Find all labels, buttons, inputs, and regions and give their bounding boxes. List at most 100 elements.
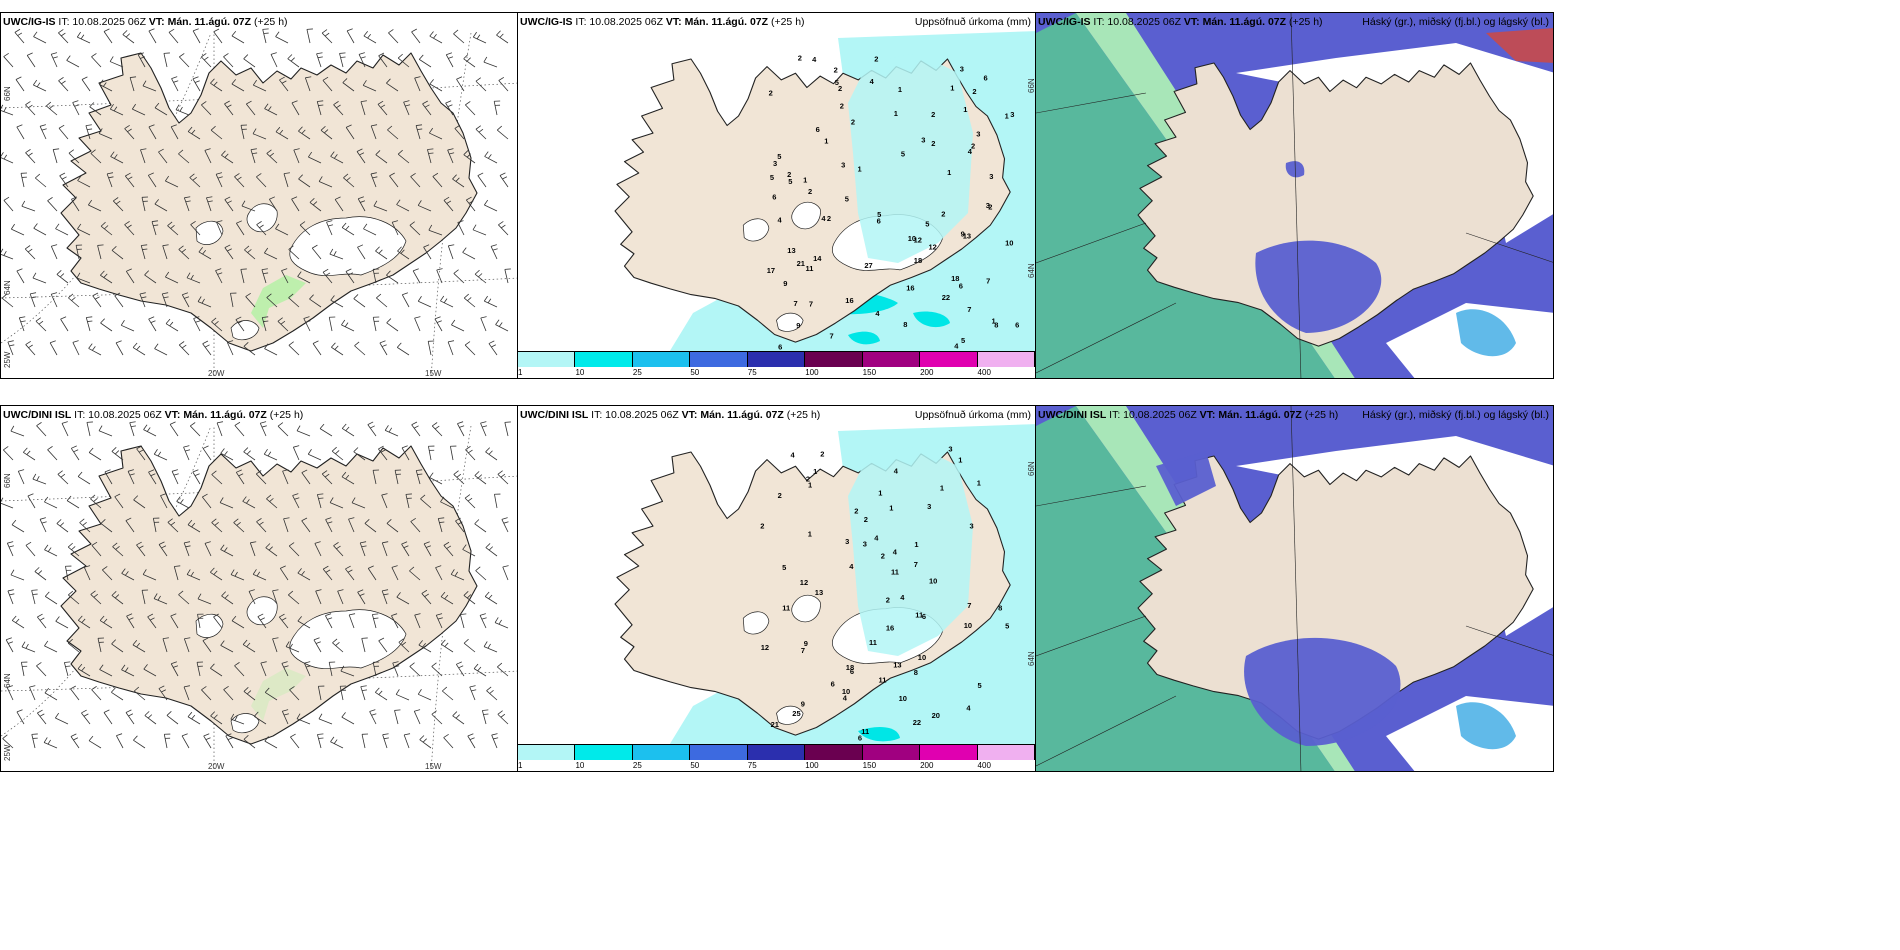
precip-value-label: 10 [899,694,907,703]
precip-value-label: 5 [961,336,965,345]
precip-value-label: 4 [778,215,783,224]
colorbar-tick-label: 25 [632,761,642,770]
colorbar-swatch [862,352,921,367]
precip-value-label: 2 [971,142,975,151]
precip-value-label: 3 [863,539,867,548]
precip-value-label: 6 [778,343,782,352]
colorbar-tick-label: 200 [920,761,934,770]
precip-value-label: 2 [874,55,878,64]
panel-r1-precip: UWC/IG-IS IT: 10.08.2025 06Z VT: Mán. 11… [517,12,1036,379]
colorbar-tick-label: 400 [977,761,991,770]
lat-label-66: 66N [1027,78,1036,93]
panel-title: UWC/IG-IS IT: 10.08.2025 06Z VT: Mán. 11… [520,16,805,28]
precip-colorbar: 1 10 25 50 75 100 150 200 400 [518,744,1035,771]
panel-title: UWC/DINI ISL IT: 10.08.2025 06Z VT: Mán.… [1038,409,1339,421]
precip-value-label: 1 [947,168,951,177]
precip-value-label: 7 [809,299,813,308]
precip-value-label: 2 [972,87,976,96]
precip-value-label: 11 [869,638,877,647]
precip-value-label: 12 [914,236,922,245]
precip-value-label: 8 [998,604,1002,613]
panel-subtitle: Uppsöfnuð úrkoma (mm) [914,16,1031,28]
colorbar-swatch [977,745,1035,760]
colorbar-swatch [690,352,748,367]
lat-label-66: 66N [1027,461,1036,476]
precip-value-label: 6 [984,74,988,83]
precip-value-label: 6 [831,680,835,689]
precip-value-label: 5 [835,78,839,87]
precip-value-label: 13 [815,588,823,597]
precip-value-label: 7 [967,601,971,610]
precip-value-label: 1 [914,540,918,549]
precip-value-label: 12 [800,578,808,587]
precip-value-label: 2 [787,170,791,179]
precip-value-label: 7 [830,331,834,340]
precip-value-label: 4 [791,451,796,460]
precip-value-label: 1 [894,109,898,118]
precip-value-label: 3 [989,172,993,181]
colorbar-tick-label: 200 [920,368,934,377]
precip-value-label: 2 [851,118,855,127]
colorbar-tick-label: 75 [747,368,757,377]
panel-r2-precip: UWC/DINI ISL IT: 10.08.2025 06Z VT: Mán.… [517,405,1036,772]
colorbar-swatch [747,745,806,760]
precip-value-label: 2 [931,110,935,119]
colorbar-tick-label: 100 [805,368,819,377]
panel-title: UWC/IG-IS IT: 10.08.2025 06Z VT: Mán. 11… [3,16,288,28]
colorbar-swatch [632,352,691,367]
precip-value-label: 1 [898,85,902,94]
colorbar-tick-label: 400 [977,368,991,377]
precip-value-label: 6 [877,217,881,226]
precip-value-label: 3 [927,502,931,511]
colorbar-tick-label: 1 [518,368,523,377]
precip-value-label: 5 [978,681,982,690]
precip-value-label: 8 [914,668,918,677]
precip-value-label: 2 [820,449,824,458]
precip-value-label: 4 [900,593,905,602]
panel-title: UWC/DINI ISL IT: 10.08.2025 06Z VT: Mán.… [3,409,304,421]
precip-value-label: 6 [850,667,854,676]
panel-subtitle: Háský (gr.), miðský (fj.bl.) og lágský (… [1362,16,1549,28]
precip-value-label: 13 [893,660,901,669]
precip-value-label: 4 [874,534,879,543]
colorbar-swatch [977,352,1035,367]
panel-title: UWC/DINI ISL IT: 10.08.2025 06Z VT: Mán.… [520,409,821,421]
precip-value-label: 11 [879,676,887,685]
precip-value-label: 1 [878,488,882,497]
colorbar-swatch [575,745,633,760]
precip-value-label: 4 [893,548,898,557]
panel-subtitle: Uppsöfnuð úrkoma (mm) [914,409,1031,421]
precip-value-label: 5 [901,149,905,158]
precip-value-label: 1 [813,467,817,476]
precip-value-label: 2 [881,552,885,561]
precip-value-label: 7 [986,277,990,286]
precip-value-label: 1 [992,316,996,325]
colorbar-swatch [575,352,633,367]
precip-value-label: 5 [770,173,774,182]
precip-value-label: 14 [813,254,822,263]
cloud-map [1036,406,1553,771]
precip-value-label: 3 [976,130,980,139]
precip-value-label: 3 [845,537,849,546]
precip-value-label: 6 [922,612,926,621]
precip-value-label: 4 [843,693,848,702]
precip-value-label: 4 [954,342,959,351]
precip-value-label: 4 [875,309,880,318]
precip-value-label: 18 [846,663,854,672]
precip-value-label: 5 [1005,622,1009,631]
precip-value-label: 2 [834,66,838,75]
lon-label-15: 15W [425,369,442,378]
precip-value-label: 12 [929,243,937,252]
precip-value-label: 6 [858,734,862,743]
precip-value-label: 10 [842,687,850,696]
lat-label-64: 64N [1027,651,1036,666]
panel-r1-wind: UWC/IG-IS IT: 10.08.2025 06Z VT: Mán. 11… [0,12,518,379]
precip-value-label: 4 [821,214,826,223]
colorbar-tick-label: 100 [805,761,819,770]
colorbar-swatch [805,352,863,367]
precip-value-label: 1 [1005,111,1009,120]
precip-value-label: 22 [913,718,921,727]
precip-value-label: 3 [970,522,974,531]
lon-label-25: 25W [3,744,12,761]
